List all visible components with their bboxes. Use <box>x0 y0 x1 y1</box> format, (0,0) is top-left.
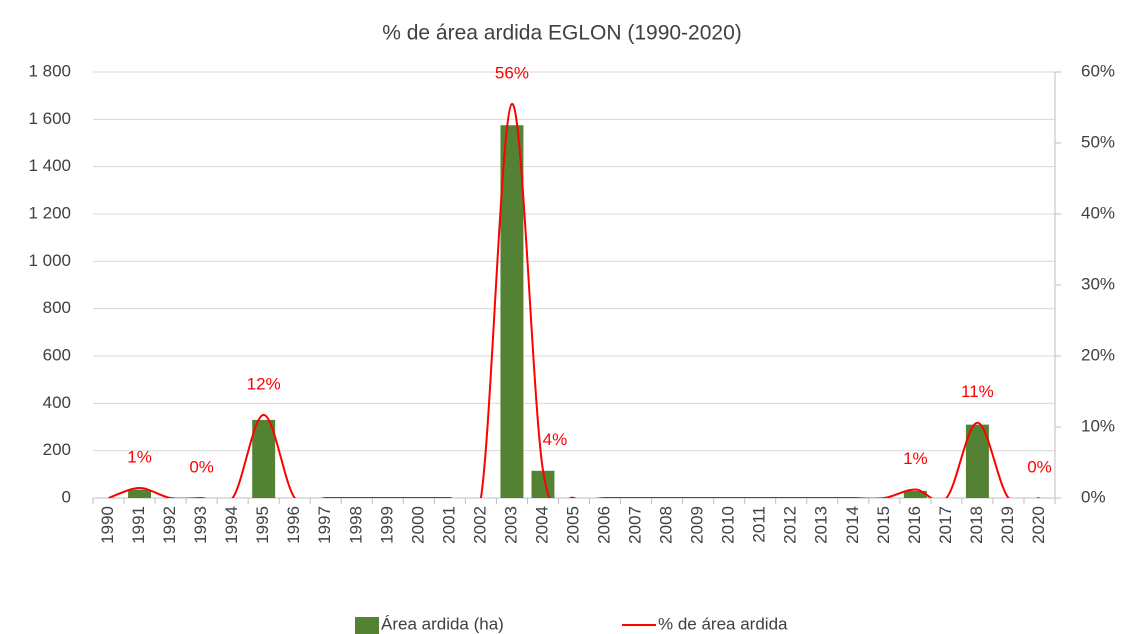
line <box>108 102 1040 498</box>
legend-swatch <box>355 617 379 634</box>
y2-tick-label: 40% <box>1081 203 1115 222</box>
x-tick-label: 1995 <box>253 506 272 544</box>
y-tick-label: 1 600 <box>28 109 71 128</box>
bar <box>128 489 152 498</box>
x-tick-label: 2004 <box>532 506 551 544</box>
y-tick-label: 200 <box>43 440 71 459</box>
legend-label: Área ardida (ha) <box>381 614 504 633</box>
data-label: 1% <box>903 449 928 468</box>
x-tick-label: 2007 <box>626 506 645 544</box>
data-label: 56% <box>495 63 529 82</box>
data-label: 11% <box>961 382 994 401</box>
x-tick-label: 2012 <box>781 506 800 544</box>
x-tick-label: 1998 <box>346 506 365 544</box>
bar <box>903 490 927 498</box>
x-tick-label: 2015 <box>874 506 893 544</box>
x-tick-label: 2008 <box>657 506 676 544</box>
x-tick-label: 1990 <box>98 506 117 544</box>
x-tick-label: 2002 <box>470 506 489 544</box>
y2-tick-label: 60% <box>1081 61 1115 80</box>
x-tick-label: 2003 <box>501 506 520 544</box>
y2-tick-label: 50% <box>1081 132 1115 151</box>
x-tick-label: 2009 <box>688 506 707 544</box>
y-tick-label: 800 <box>43 298 71 317</box>
data-label: 0% <box>1027 457 1052 476</box>
data-label: 12% <box>247 374 281 393</box>
y2-tick-label: 0% <box>1081 487 1106 506</box>
y-tick-label: 400 <box>43 393 71 412</box>
y-tick-label: 1 200 <box>28 203 71 222</box>
x-tick-label: 1996 <box>284 506 303 544</box>
data-label: 4% <box>543 430 568 449</box>
y-tick-label: 1 000 <box>28 251 71 270</box>
y2-tick-label: 30% <box>1081 274 1115 293</box>
data-label: 0% <box>189 457 214 476</box>
x-tick-label: 2013 <box>812 506 831 544</box>
x-tick-label: 1994 <box>222 506 241 544</box>
bar <box>500 125 524 498</box>
x-tick-label: 2011 <box>750 506 769 543</box>
x-tick-label: 2017 <box>936 506 955 544</box>
x-tick-label: 2018 <box>967 506 986 544</box>
x-tick-label: 1997 <box>315 506 334 544</box>
x-tick-label: 1991 <box>129 506 148 544</box>
x-tick-label: 1999 <box>377 506 396 544</box>
y-tick-label: 600 <box>43 345 71 364</box>
bar <box>965 424 989 498</box>
x-tick-label: 2019 <box>998 506 1017 544</box>
y-tick-label: 0 <box>62 487 71 506</box>
data-label: 1% <box>127 448 152 467</box>
x-tick-label: 2005 <box>563 506 582 544</box>
y2-tick-label: 20% <box>1081 345 1115 364</box>
y-tick-label: 1 400 <box>28 156 71 175</box>
chart-title: % de área ardida EGLON (1990-2020) <box>382 22 742 45</box>
x-tick-label: 2001 <box>439 506 458 544</box>
x-tick-label: 2006 <box>595 506 614 544</box>
x-tick-label: 2010 <box>719 506 738 544</box>
x-tick-label: 1992 <box>160 506 179 544</box>
bar <box>531 470 555 498</box>
y-tick-label: 1 800 <box>28 61 71 80</box>
x-tick-label: 2020 <box>1029 506 1048 544</box>
x-tick-label: 1993 <box>191 506 210 544</box>
y2-tick-label: 10% <box>1081 416 1115 435</box>
bar <box>252 419 276 498</box>
x-tick-label: 2014 <box>843 506 862 544</box>
x-tick-label: 2016 <box>905 506 924 544</box>
legend-label: % de área ardida <box>658 614 788 633</box>
x-tick-label: 2000 <box>408 506 427 544</box>
